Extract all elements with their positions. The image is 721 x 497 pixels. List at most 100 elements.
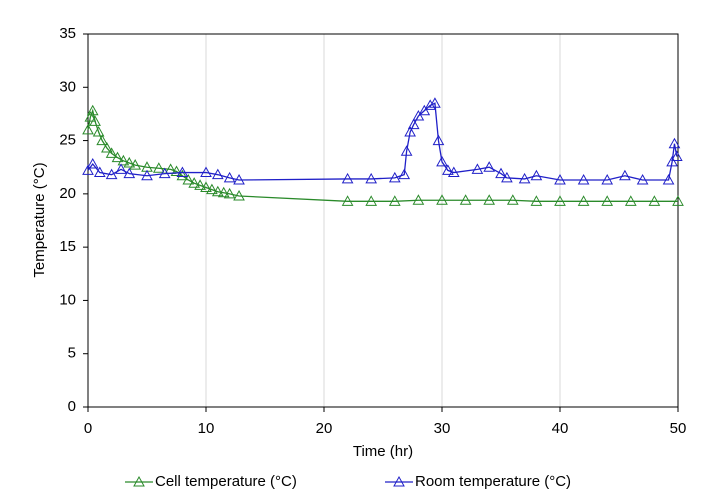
- marker: [471, 163, 484, 174]
- marker: [176, 169, 189, 181]
- marker: [93, 166, 106, 178]
- marker: [170, 165, 183, 176]
- marker: [670, 150, 683, 162]
- marker: [123, 156, 136, 168]
- marker: [636, 173, 649, 185]
- marker: [447, 166, 460, 178]
- marker: [530, 169, 543, 181]
- x-tick-label: 0: [84, 420, 92, 437]
- marker: [436, 194, 448, 205]
- marker: [182, 173, 195, 185]
- marker: [577, 195, 590, 206]
- marker: [82, 164, 94, 175]
- x-tick-label: 30: [434, 420, 451, 437]
- x-tick-label: 20: [316, 420, 333, 437]
- marker: [619, 169, 631, 181]
- marker: [388, 171, 401, 183]
- marker: [89, 115, 101, 126]
- marker: [412, 194, 425, 205]
- marker: [442, 164, 454, 175]
- marker: [668, 137, 681, 149]
- marker: [365, 172, 378, 184]
- marker: [82, 123, 94, 135]
- marker: [365, 195, 378, 206]
- legend-marker: [393, 475, 405, 487]
- y-tick-label: 15: [59, 238, 76, 255]
- marker: [211, 185, 224, 197]
- marker: [176, 166, 189, 178]
- marker: [123, 167, 136, 179]
- y-tick-label: 20: [59, 185, 76, 202]
- marker: [398, 168, 411, 180]
- marker: [412, 110, 425, 121]
- marker: [400, 145, 413, 156]
- marker: [404, 126, 416, 137]
- y-tick-label: 35: [59, 25, 76, 42]
- marker: [200, 181, 212, 192]
- line: [87, 108, 678, 202]
- marker: [424, 99, 437, 110]
- marker: [101, 142, 113, 153]
- marker: [501, 171, 513, 183]
- marker: [624, 195, 637, 206]
- x-axis-label: Time (hr): [353, 443, 413, 460]
- marker: [407, 118, 420, 130]
- marker: [217, 186, 230, 198]
- marker: [200, 166, 212, 178]
- marker: [495, 167, 507, 179]
- marker: [141, 169, 153, 181]
- marker: [506, 194, 519, 205]
- x-tick-label: 10: [198, 420, 215, 437]
- marker: [518, 172, 531, 184]
- marker: [129, 159, 142, 170]
- marker: [223, 171, 236, 183]
- legend-marker: [133, 475, 145, 487]
- y-tick-label: 25: [59, 132, 76, 149]
- marker: [105, 168, 118, 180]
- legend-label: Cell temperature (°C): [155, 473, 297, 490]
- marker: [115, 163, 127, 174]
- marker: [111, 151, 124, 163]
- plot-frame: [87, 33, 679, 408]
- marker: [459, 194, 472, 205]
- marker: [158, 167, 171, 179]
- marker: [92, 126, 105, 137]
- legend-label: Room temperature (°C): [415, 473, 571, 490]
- marker: [429, 97, 441, 108]
- marker: [188, 177, 201, 188]
- marker: [436, 155, 448, 167]
- y-tick-label: 0: [68, 398, 76, 415]
- marker: [211, 168, 224, 180]
- line: [87, 102, 678, 181]
- marker: [341, 172, 354, 184]
- marker: [233, 173, 245, 185]
- y-axis-label: Temperature (°C): [31, 162, 48, 277]
- marker: [601, 173, 614, 185]
- y-tick-label: 5: [68, 345, 76, 362]
- marker: [662, 173, 675, 185]
- marker: [577, 173, 590, 185]
- marker: [530, 195, 543, 206]
- marker: [86, 157, 99, 169]
- marker: [388, 195, 401, 206]
- marker: [96, 134, 109, 146]
- y-tick-label: 30: [59, 78, 76, 95]
- y-tick-label: 10: [59, 291, 76, 308]
- marker: [341, 195, 354, 206]
- marker: [152, 162, 165, 173]
- marker: [233, 189, 245, 201]
- marker: [666, 155, 678, 167]
- marker: [672, 195, 684, 206]
- marker: [483, 161, 496, 172]
- marker: [194, 179, 206, 190]
- marker: [554, 195, 566, 206]
- marker: [432, 134, 445, 146]
- marker: [86, 104, 99, 116]
- marker: [84, 111, 97, 122]
- marker: [648, 195, 661, 206]
- marker: [206, 183, 218, 195]
- x-tick-label: 40: [552, 420, 569, 437]
- x-tick-label: 50: [670, 420, 687, 437]
